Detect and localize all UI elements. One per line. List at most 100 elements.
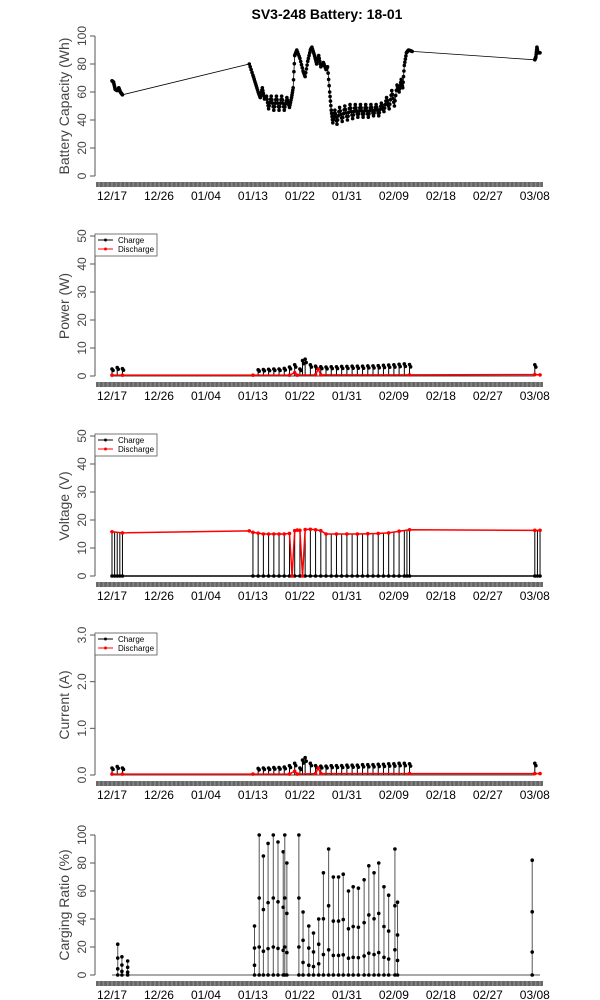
x-tick-label: 01/04	[191, 988, 221, 1000]
data-point	[346, 956, 351, 960]
y-tick-label: 20	[75, 313, 89, 327]
data-point	[333, 111, 338, 116]
x-tick-label: 03/08	[520, 389, 550, 403]
data-point	[283, 368, 288, 372]
data-point	[370, 108, 375, 112]
data-point	[325, 367, 329, 371]
data-point	[374, 105, 379, 110]
data-point	[407, 373, 412, 377]
data-point	[325, 65, 329, 70]
data-point	[534, 365, 538, 369]
y-tick-label: 0	[75, 971, 89, 978]
data-point	[252, 963, 257, 967]
spike-peak-point	[331, 875, 336, 879]
data-point	[115, 956, 120, 960]
data-point	[301, 960, 305, 965]
data-point	[116, 367, 121, 372]
data-point	[395, 973, 400, 977]
series-line	[112, 766, 541, 775]
data-point	[271, 973, 276, 977]
data-point	[306, 963, 311, 967]
data-point	[320, 366, 324, 371]
data-point	[115, 967, 120, 971]
data-point	[346, 927, 351, 931]
data-point	[345, 532, 349, 536]
data-point	[393, 365, 397, 369]
spike-peak-point	[311, 931, 316, 935]
y-tick-label: 80	[75, 57, 89, 71]
chart-title: SV3-248 Battery: 18-01	[252, 6, 403, 22]
data-point	[282, 945, 287, 949]
data-point	[354, 109, 359, 113]
data-point	[251, 373, 255, 377]
data-point	[247, 62, 252, 66]
data-point	[363, 102, 368, 107]
data-point	[282, 532, 287, 536]
data-point	[120, 373, 125, 377]
data-point	[251, 530, 255, 535]
spike-peak-point	[115, 942, 120, 946]
spike-peak-point	[301, 910, 305, 914]
data-point	[357, 109, 361, 113]
spike-peak-point	[362, 878, 366, 882]
data-point	[311, 973, 316, 977]
data-point	[279, 94, 284, 98]
peak-point	[300, 758, 305, 762]
data-point	[248, 65, 252, 69]
data-point	[303, 574, 307, 578]
data-point	[272, 574, 276, 578]
x-tick-label: 03/08	[520, 988, 550, 1000]
data-point	[338, 109, 343, 113]
data-point	[321, 952, 326, 957]
data-point	[351, 366, 355, 370]
data-point	[247, 529, 252, 533]
y-tick-label: 10	[75, 541, 89, 555]
data-point	[331, 953, 336, 958]
data-point	[334, 574, 339, 578]
data-point	[125, 973, 130, 977]
y-axis-label: Carging Ratio (%)	[56, 849, 72, 960]
data-point	[335, 118, 340, 122]
data-point	[387, 365, 392, 370]
x-tick-label: 02/27	[473, 788, 503, 802]
y-tick-label: 1.0	[75, 720, 89, 737]
data-point	[283, 766, 288, 771]
spike-peak-point	[382, 885, 386, 889]
legend-marker	[104, 447, 107, 451]
data-point	[341, 973, 346, 977]
data-point	[308, 527, 313, 532]
data-point	[343, 107, 348, 112]
y-tick-label: 40	[75, 113, 89, 127]
data-point	[287, 574, 292, 578]
data-point	[251, 574, 255, 578]
data-point	[388, 102, 392, 107]
data-point	[257, 973, 262, 977]
data-point	[298, 574, 302, 578]
legend-label: Discharge	[118, 644, 155, 653]
spike-peak-point	[271, 833, 276, 837]
data-point	[250, 70, 254, 75]
data-point	[376, 531, 381, 536]
data-point	[325, 766, 329, 770]
legend-marker	[104, 238, 107, 242]
x-tick-label: 01/22	[285, 189, 315, 203]
data-point	[273, 368, 277, 373]
data-point	[386, 531, 391, 535]
data-point	[356, 765, 361, 769]
x-tick-label: 01/13	[238, 988, 268, 1000]
data-point	[365, 109, 369, 113]
y-tick-label: 50	[75, 429, 89, 443]
data-point	[120, 772, 125, 776]
data-point	[385, 98, 390, 103]
data-point	[293, 365, 298, 369]
x-tick-label: 12/17	[97, 988, 127, 1000]
data-point	[339, 574, 344, 578]
series-battery-capacity	[110, 45, 542, 126]
x-tick-label: 02/09	[379, 189, 409, 203]
x-tick-label: 01/22	[285, 988, 315, 1000]
data-point	[393, 903, 397, 908]
x-tick-label: 12/17	[97, 788, 127, 802]
data-point	[293, 763, 298, 768]
data-point	[316, 766, 320, 770]
data-point	[407, 771, 412, 776]
